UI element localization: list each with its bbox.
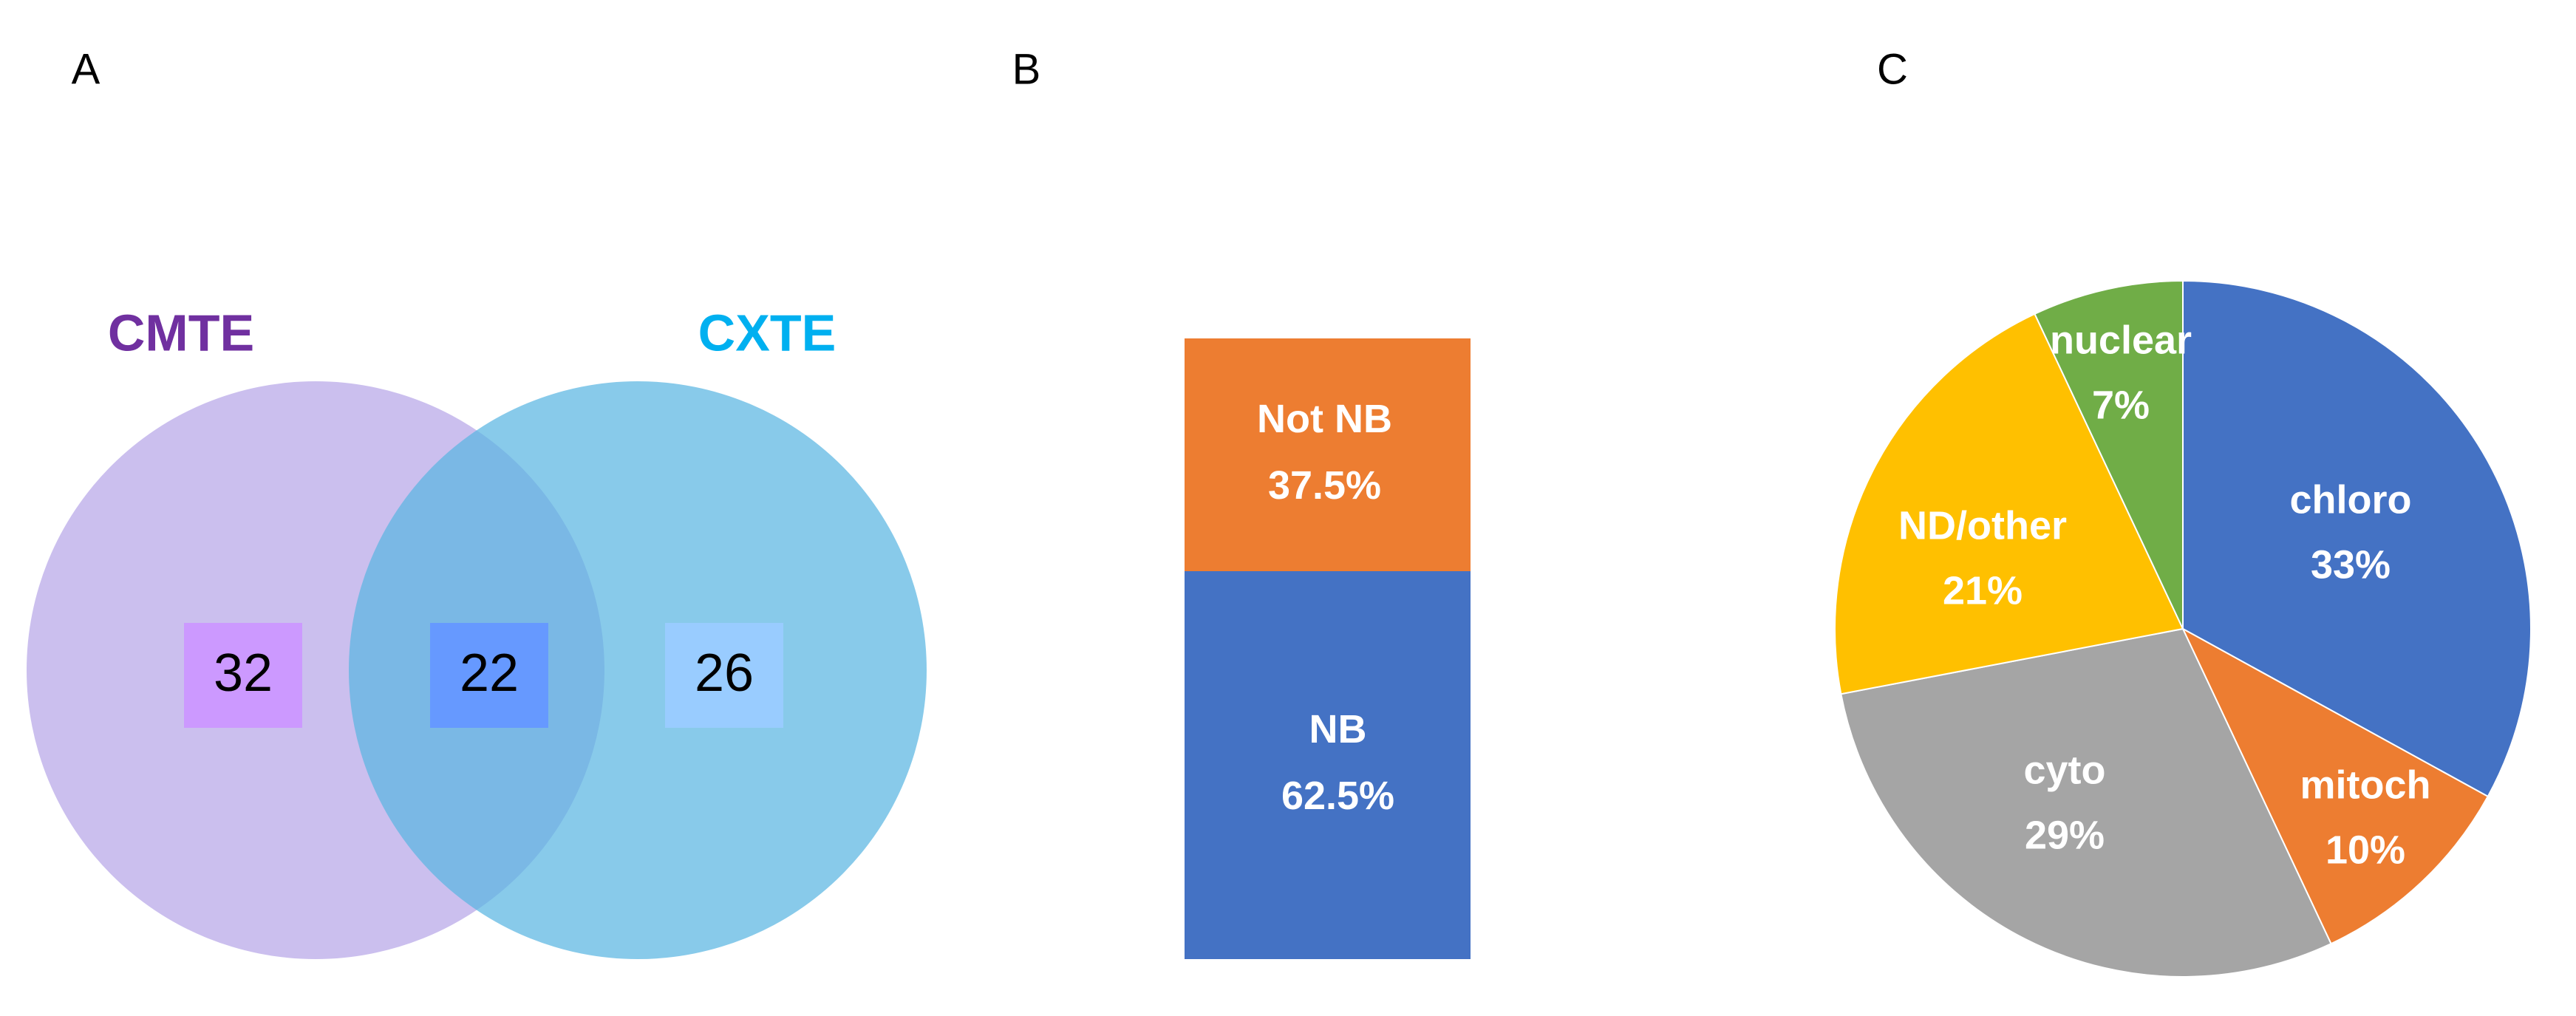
value-label: 21%	[1943, 568, 2023, 613]
slice-name: mitoch	[2300, 763, 2430, 807]
value-label: 62.5%	[1281, 774, 1394, 818]
value-label: 37.5%	[1268, 463, 1381, 508]
pie-slice	[2181, 627, 2490, 945]
set-name: CXTE	[698, 304, 836, 361]
pie-slice	[2034, 279, 2184, 630]
pie-slice	[1840, 627, 2332, 978]
panel-label: A	[72, 45, 100, 93]
panel-label: B	[1012, 45, 1041, 93]
slice-name: ND/other	[1898, 503, 2067, 548]
segment-name: Not NB	[1257, 397, 1392, 441]
value-label: 10%	[2325, 828, 2405, 872]
panel-label: C	[1877, 45, 1908, 93]
set-name: CMTE	[108, 304, 254, 361]
pie-slice	[2182, 279, 2532, 798]
count-box	[665, 623, 783, 728]
set-circle	[349, 381, 927, 959]
segment-name: NB	[1309, 707, 1367, 751]
bar-segment	[1185, 571, 1471, 959]
count-box	[184, 623, 302, 728]
slice-name: nuclear	[2050, 318, 2192, 362]
value-label: 33%	[2311, 542, 2391, 587]
count: 22	[460, 644, 519, 703]
slice-name: cyto	[2023, 748, 2105, 792]
count-box	[430, 623, 548, 728]
count: 32	[214, 644, 273, 703]
value-label: 29%	[2025, 813, 2105, 857]
count: 26	[695, 644, 754, 703]
pie-slice	[1833, 313, 2184, 695]
value-label: 7%	[2092, 383, 2150, 427]
bar-segment	[1185, 338, 1471, 571]
slice-name: chloro	[2289, 477, 2411, 522]
